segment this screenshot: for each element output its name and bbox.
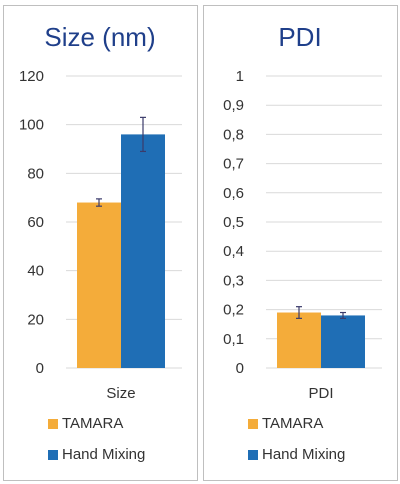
- y-tick-label: 0: [236, 360, 244, 377]
- size-chart: Size (nm) 0 20 40 60 80 100 120 Size TAMARA Hand M…: [19, 22, 182, 463]
- y-tick-label: 0,6: [223, 185, 244, 202]
- bar-tamara: [277, 312, 321, 368]
- y-tick-label: 80: [27, 165, 44, 182]
- bar-tamara: [77, 202, 121, 368]
- legend-label: Hand Mixing: [62, 446, 145, 463]
- legend-swatch: [248, 419, 258, 429]
- y-tick-label: 0,2: [223, 302, 244, 319]
- y-tick-label: 60: [27, 214, 44, 231]
- legend-swatch: [48, 419, 58, 429]
- y-tick-label: 20: [27, 311, 44, 328]
- y-tick-label: 100: [19, 117, 44, 134]
- y-tick-label: 0,3: [223, 272, 244, 289]
- size-chart-panel: Size (nm) 0 20 40 60 80 100 120 Size TAMARA Hand M…: [3, 5, 198, 481]
- y-tick-label: 120: [19, 68, 44, 85]
- pdi-chart: PDI 0 0,1 0,2 0,3 0,4 0,5 0,6 0,7 0,8 0,9 1 PDI TAMAR…: [223, 22, 382, 463]
- legend-swatch: [48, 450, 58, 460]
- y-tick-label: 0,4: [223, 243, 244, 260]
- y-tick-label: 0,1: [223, 331, 244, 348]
- y-tick-label: 0,5: [223, 214, 244, 231]
- y-tick-label: 1: [236, 68, 244, 85]
- legend-label: TAMARA: [62, 415, 123, 432]
- category-label: PDI: [308, 385, 333, 402]
- y-tick-label: 0: [36, 360, 44, 377]
- y-tick-label: 0,9: [223, 97, 244, 114]
- y-tick-label: 0,8: [223, 126, 244, 143]
- y-tick-label: 0,7: [223, 156, 244, 173]
- category-label: Size: [106, 385, 135, 402]
- legend-label: Hand Mixing: [262, 446, 345, 463]
- chart-title: Size (nm): [44, 22, 155, 52]
- bar-hand-mixing: [321, 315, 365, 368]
- pdi-chart-panel: PDI 0 0,1 0,2 0,3 0,4 0,5 0,6 0,7 0,8 0,9 1 PDI TAMAR…: [203, 5, 398, 481]
- legend-label: TAMARA: [262, 415, 323, 432]
- y-tick-label: 40: [27, 263, 44, 280]
- bar-hand-mixing: [121, 134, 165, 368]
- chart-title: PDI: [278, 22, 321, 52]
- legend-swatch: [248, 450, 258, 460]
